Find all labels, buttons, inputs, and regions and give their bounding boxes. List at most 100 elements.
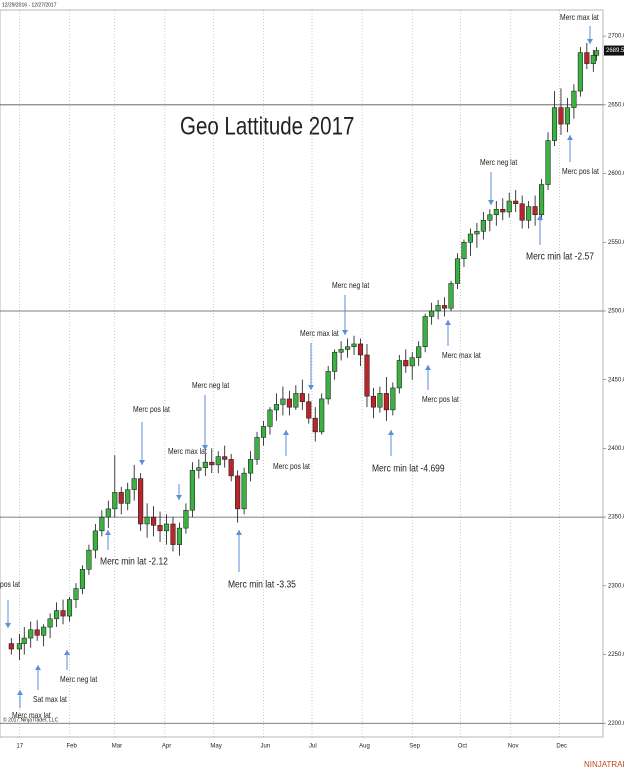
arrow-head [105,530,111,535]
candle-body [176,527,182,545]
candle-body [125,489,131,504]
candle-body [241,472,247,510]
candle-body [377,393,383,408]
arrow-head [283,430,289,435]
candle-body [551,107,558,141]
candle-body [41,626,47,636]
annotation: Merc neg lat [60,675,97,685]
candle-body [286,398,292,408]
arrow-head [236,530,242,535]
candle-body [47,618,53,628]
candle-body [248,459,254,474]
candle-body [151,516,157,526]
annotation: Merc max lat [300,329,339,339]
candle-body [319,398,325,433]
arrow-head [139,460,145,465]
annotation: Merc pos lat [562,167,599,177]
candle-body [461,242,467,259]
arrow-head [35,665,41,670]
y-tick-label: 2200.00 [608,721,624,727]
annotation: Merc pos lat [273,462,310,472]
annotation: Merc max lat [168,447,207,457]
candle-body [79,569,85,589]
candle-body [60,610,66,617]
arrow-head [17,690,23,695]
arrow-head [587,39,593,44]
candle-body [577,52,583,92]
candle-body [590,55,596,64]
candle-body [54,610,60,620]
x-tick-label: Mar [112,744,122,750]
candle-body [228,459,234,477]
candle-body [86,549,92,570]
arrow-head [342,330,348,335]
candle-body [422,316,428,347]
x-tick-label: 17 [16,744,23,750]
annotation: Merc min lat -2.12 [100,556,168,567]
y-tick-label: 2350.00 [608,515,624,521]
annotation: Merc max lat [560,13,599,23]
candle-body [163,523,170,532]
candle-body [8,643,14,650]
x-tick-label: Aug [359,744,370,750]
candle-body [325,371,331,400]
x-tick-label: Jul [309,744,317,750]
x-tick-label: Oct [458,744,468,750]
candle-body [532,206,538,216]
candle-body [526,206,532,221]
annotation: Merc min lat -4.699 [372,463,445,474]
candle-body [99,516,105,532]
y-tick-label: 2450.00 [608,377,624,383]
candle-body [112,492,118,510]
logo: NINJATRADER [584,760,624,769]
candle-body [254,437,260,460]
candle-body [351,343,357,347]
annotation: Merc pos lat [133,405,170,415]
candle-body [131,478,137,490]
candle-body [16,643,22,650]
candle-body [539,184,545,216]
candle-body [442,305,448,309]
candle-body [170,523,176,545]
candle-body [306,401,312,419]
annotation: Merc min lat -3.35 [228,579,296,590]
y-tick-label: 2650.00 [608,102,624,108]
candle-body [157,525,163,532]
last-price-box [604,45,624,56]
candle-body [189,470,195,511]
candle-body [332,351,338,372]
annotation: pos lat [0,580,20,590]
candle-body [396,360,402,389]
candle-body [519,203,525,221]
candle-body [273,404,279,411]
candle-body [144,516,150,525]
annotation: Merc neg lat [192,381,229,391]
copyright: © 2017 NinjaTrader, LLC [3,716,59,723]
arrow-head [202,445,208,450]
arrow-head [445,320,451,325]
candle-body [312,417,318,433]
arrow-head [388,430,394,435]
candle-body [21,637,27,644]
candle-body [345,346,351,350]
candle-body [416,346,422,358]
candle-body [500,209,506,213]
candle-body [493,209,499,216]
candle-body [338,349,344,353]
candle-body [92,530,98,551]
candle-body [222,456,228,460]
candle-body [487,214,493,221]
last-price-label: 2689.50 [606,48,624,54]
annotation: Merc max lat [442,351,481,361]
y-tick-label: 2600.00 [608,171,624,177]
candle-body [467,233,473,243]
candle-body [506,200,512,213]
annotation: Sat max lat [33,695,67,705]
x-tick-label: Apr [162,744,171,750]
x-tick-label: May [210,744,221,750]
annotation: Merc neg lat [480,158,517,168]
candle-body [267,409,273,427]
y-tick-label: 2550.00 [608,240,624,246]
candle-body [558,107,564,125]
candle-body [280,398,286,405]
